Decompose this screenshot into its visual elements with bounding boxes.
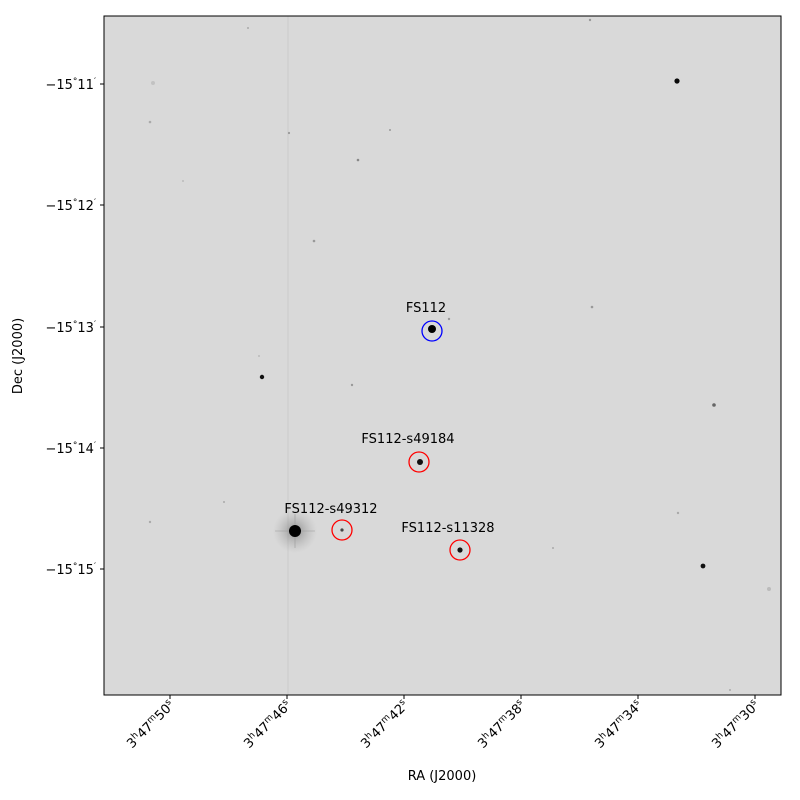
ra-tick-label: 3h47m38s — [475, 697, 529, 751]
marker-fs112-s49312-label: FS112-s49312 — [284, 502, 377, 517]
ra-tick-label: 3h47m34s — [592, 697, 646, 751]
marker-fs112-circle — [421, 320, 443, 342]
marker-fs112-s49184-circle — [408, 451, 430, 473]
marker-fs112-s49184-label: FS112-s49184 — [361, 432, 454, 447]
dec-tick-label: −15°13′ — [45, 320, 96, 336]
dec-tick-label: −15°11′ — [45, 77, 96, 93]
column-artifact — [287, 16, 289, 695]
bright-star — [273, 509, 317, 553]
x-axis-label: RA (J2000) — [408, 769, 477, 784]
field-stars — [148, 18, 771, 691]
dec-tick-label: −15°12′ — [45, 198, 96, 214]
ra-tick-label: 3h47m30s — [709, 697, 763, 751]
marker-fs112-s11328-label: FS112-s11328 — [401, 521, 494, 536]
ra-tick-label: 3h47m42s — [358, 697, 412, 751]
target-stars — [340, 325, 463, 553]
markers: FS112 FS112-s49184 FS112-s49312 FS112-s1… — [284, 301, 495, 561]
ra-axis: 3h47m50s 3h47m46s 3h47m42s 3h47m38s 3h47m34s… — [124, 695, 763, 784]
dec-tick-label: −15°14′ — [45, 441, 96, 457]
dec-axis: −15°11′ −15°12′ −15°13′ −15°14′ −15°15′ Dec … — [11, 77, 104, 578]
sky-background — [104, 16, 781, 695]
image-frame — [103, 15, 782, 696]
ra-tick-label: 3h47m50s — [124, 697, 178, 751]
y-axis-label: Dec (J2000) — [11, 318, 26, 394]
dec-tick-label: −15°15′ — [45, 562, 96, 578]
image-panel — [103, 15, 782, 696]
ra-tick-label: 3h47m46s — [241, 697, 295, 751]
marker-fs112-s49312-circle — [331, 519, 353, 541]
marker-fs112-label: FS112 — [406, 301, 446, 316]
marker-fs112-s11328-circle — [449, 539, 471, 561]
